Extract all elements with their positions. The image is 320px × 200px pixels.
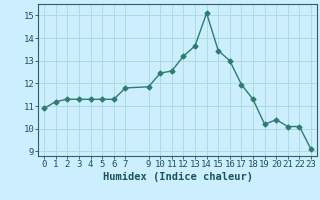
X-axis label: Humidex (Indice chaleur): Humidex (Indice chaleur)	[103, 172, 252, 182]
